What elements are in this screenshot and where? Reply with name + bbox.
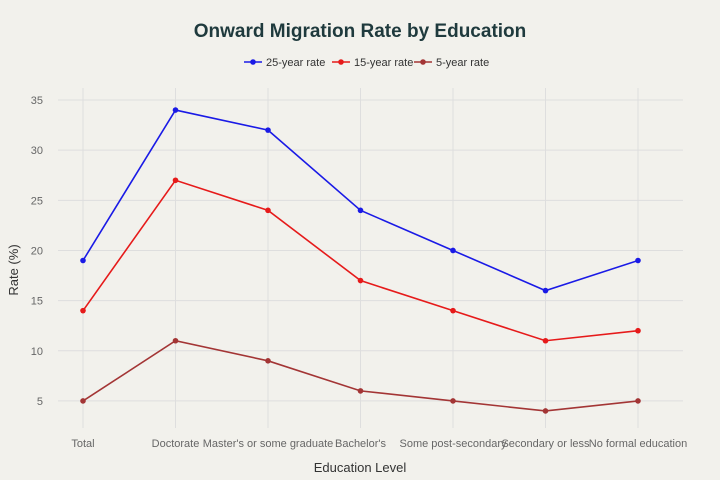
data-point [635,327,641,334]
y-tick-label: 30 [31,145,43,157]
x-tick-label: Some post-secondary [400,438,507,450]
data-point [357,207,364,214]
data-point [635,398,641,404]
legend-marker [420,59,426,65]
x-tick-label: Bachelor's [335,438,387,450]
x-tick-label: Doctorate [152,438,200,450]
y-axis-ticks: 5 10 15 20 25 30 35 [31,95,43,408]
data-point [80,307,86,314]
data-point [357,388,364,394]
legend-item-3[interactable]: 5-year rate [414,57,489,69]
legend-label: 15-year rate [354,57,413,69]
x-tick-label: Total [71,438,94,450]
data-point [450,247,456,254]
x-axis-ticks: Total Doctorate Master's or some graduate B… [71,438,687,450]
data-point [172,177,179,184]
data-point [450,398,456,404]
data-point [542,287,549,294]
legend-label: 5-year rate [436,57,489,69]
y-tick-label: 35 [31,95,43,107]
x-tick-label: No formal education [589,438,687,450]
legend-marker [250,59,256,65]
data-point [635,257,641,264]
data-point [450,307,456,314]
chart-title: Onward Migration Rate by Education [194,21,527,42]
y-tick-label: 5 [37,396,43,408]
legend-marker [338,59,344,65]
gridlines [58,88,683,428]
legend: 25-year rate 15-year rate 5-year rate [244,57,489,69]
data-point [265,127,271,133]
legend-item-1[interactable]: 25-year rate [244,57,325,69]
y-tick-label: 20 [31,245,43,257]
data-point [172,337,179,344]
data-point [80,398,86,404]
series-group [80,107,641,414]
x-axis-label: Education Level [314,460,407,475]
y-tick-label: 10 [31,346,43,358]
y-tick-label: 25 [31,195,43,207]
data-point [357,277,364,284]
data-point [265,207,271,214]
data-point [80,257,86,264]
legend-label: 25-year rate [266,57,325,69]
x-tick-label: Secondary or less [501,438,590,450]
legend-item-2[interactable]: 15-year rate [332,57,413,69]
x-tick-label: Master's or some graduate [203,438,334,450]
data-point [542,337,549,344]
y-axis-label: Rate (%) [6,244,21,295]
data-point [172,107,179,113]
data-point [265,358,271,364]
data-point [542,408,549,414]
y-tick-label: 15 [31,296,43,308]
